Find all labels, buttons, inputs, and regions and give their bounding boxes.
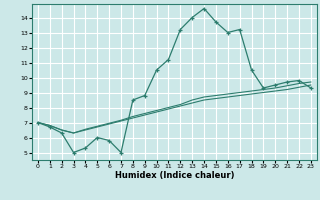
X-axis label: Humidex (Indice chaleur): Humidex (Indice chaleur) bbox=[115, 171, 234, 180]
